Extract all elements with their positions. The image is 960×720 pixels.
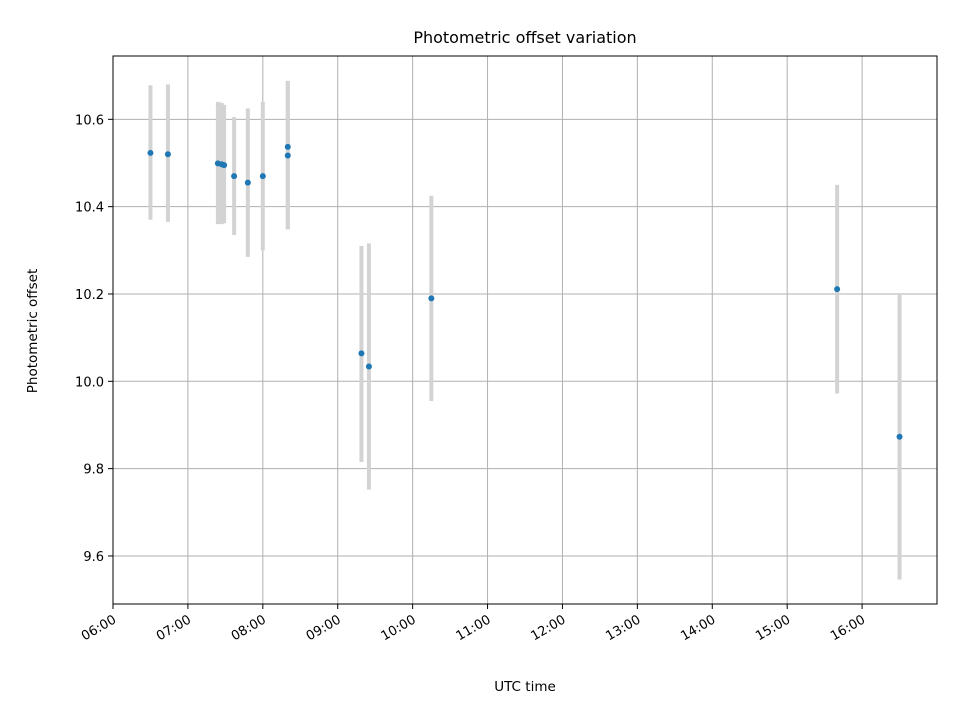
data-point — [244, 179, 251, 186]
plot-frame — [112, 55, 938, 605]
data-point — [834, 286, 841, 293]
grid — [112, 56, 937, 604]
data-point — [428, 295, 435, 302]
x-axis-label: UTC time — [494, 679, 556, 695]
data-point — [231, 173, 238, 180]
y-axis-label: Photometric offset — [25, 269, 41, 393]
y-tick-label: 10.6 — [75, 113, 104, 128]
chart-title: Photometric offset variation — [413, 28, 636, 47]
y-tick-label: 9.8 — [83, 463, 104, 478]
y-tick-label: 10.0 — [75, 375, 104, 390]
data-point — [365, 363, 372, 370]
data-points — [147, 143, 903, 440]
data-point — [358, 350, 365, 357]
y-tick-label: 10.4 — [75, 201, 104, 216]
data-point — [259, 173, 266, 180]
data-point — [896, 433, 903, 440]
data-point — [147, 149, 154, 156]
data-point — [284, 152, 291, 159]
y-tick-label: 9.6 — [83, 550, 104, 565]
y-tick-label: 10.2 — [75, 288, 104, 303]
y-axis-ticks: 9.6 9.8 10.0 10.2 10.4 10.6 — [75, 113, 113, 565]
data-point — [284, 143, 291, 150]
data-point — [164, 151, 171, 158]
data-point — [221, 162, 228, 169]
